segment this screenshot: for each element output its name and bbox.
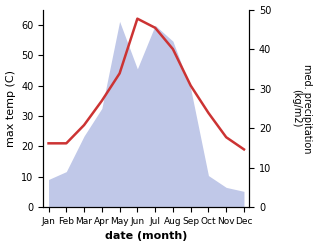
Y-axis label: max temp (C): max temp (C) — [5, 70, 16, 147]
Y-axis label: med. precipitation
(kg/m2): med. precipitation (kg/m2) — [291, 64, 313, 153]
X-axis label: date (month): date (month) — [105, 231, 187, 242]
